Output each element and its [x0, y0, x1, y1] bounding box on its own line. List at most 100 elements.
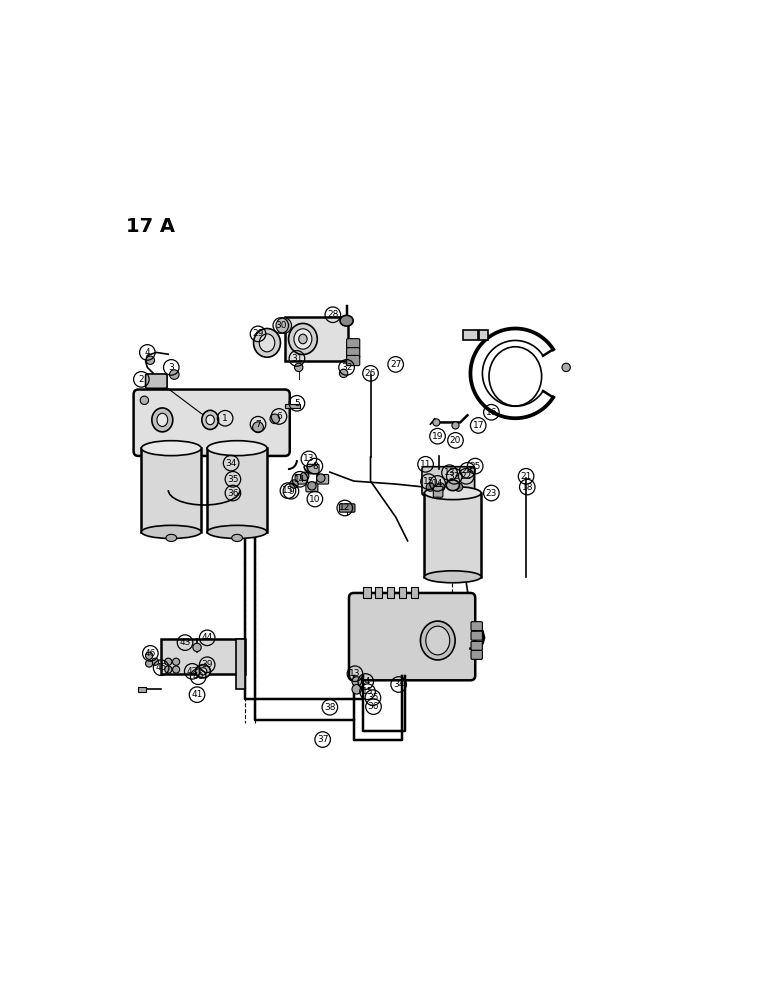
Text: 14: 14 [360, 677, 371, 686]
Text: 39: 39 [201, 660, 213, 669]
Circle shape [308, 482, 316, 490]
Text: 32: 32 [341, 363, 352, 372]
Text: 15: 15 [362, 687, 374, 696]
Bar [479, 330, 489, 340]
FancyBboxPatch shape [317, 474, 329, 484]
FancyBboxPatch shape [471, 650, 482, 659]
Circle shape [352, 677, 361, 686]
Ellipse shape [294, 329, 312, 349]
Bar [141, 448, 201, 532]
Text: 27: 27 [390, 360, 401, 369]
Text: 24: 24 [462, 466, 473, 475]
Text: 6: 6 [276, 412, 282, 421]
Ellipse shape [446, 480, 459, 491]
Circle shape [433, 419, 440, 426]
Ellipse shape [426, 626, 450, 655]
Text: 8: 8 [312, 462, 318, 471]
Text: 30: 30 [275, 321, 286, 330]
Circle shape [295, 363, 303, 372]
Bar [425, 493, 481, 577]
Ellipse shape [207, 441, 267, 456]
Circle shape [452, 422, 459, 429]
Ellipse shape [206, 415, 215, 425]
Text: 35: 35 [367, 693, 378, 702]
Ellipse shape [421, 621, 455, 660]
Text: 15: 15 [423, 477, 435, 486]
Bar [375, 587, 382, 598]
Ellipse shape [195, 665, 211, 678]
Circle shape [164, 666, 172, 673]
FancyBboxPatch shape [340, 504, 355, 512]
Circle shape [436, 483, 445, 491]
Circle shape [454, 483, 462, 491]
FancyBboxPatch shape [349, 593, 476, 680]
Text: 33: 33 [449, 472, 460, 481]
Text: 36: 36 [367, 702, 379, 711]
Text: 37: 37 [317, 735, 328, 744]
Ellipse shape [201, 410, 218, 429]
Circle shape [141, 396, 148, 404]
Ellipse shape [259, 334, 275, 352]
Ellipse shape [157, 413, 168, 426]
Text: 34: 34 [225, 459, 237, 468]
Ellipse shape [199, 668, 207, 675]
Circle shape [172, 658, 180, 665]
Bar [161, 639, 245, 674]
Circle shape [172, 666, 180, 673]
Text: 13: 13 [303, 454, 315, 463]
FancyBboxPatch shape [307, 464, 319, 474]
Ellipse shape [340, 315, 353, 326]
Circle shape [164, 658, 172, 665]
FancyBboxPatch shape [471, 631, 482, 640]
FancyBboxPatch shape [347, 355, 360, 366]
Ellipse shape [425, 571, 481, 583]
Text: 9: 9 [288, 487, 294, 496]
Bar [236, 639, 245, 689]
Text: 42: 42 [187, 667, 198, 676]
Circle shape [151, 658, 159, 665]
Text: 23: 23 [486, 489, 497, 498]
FancyBboxPatch shape [306, 482, 318, 492]
Text: 41: 41 [191, 690, 203, 699]
Ellipse shape [425, 486, 481, 500]
Ellipse shape [141, 525, 201, 539]
Bar [411, 587, 418, 598]
FancyBboxPatch shape [347, 339, 360, 349]
Bar [207, 448, 267, 532]
Circle shape [290, 480, 298, 488]
Text: 29: 29 [252, 329, 264, 338]
Circle shape [300, 472, 309, 480]
Ellipse shape [253, 329, 280, 357]
Text: 45: 45 [155, 663, 167, 672]
Text: 16: 16 [486, 408, 497, 417]
FancyBboxPatch shape [146, 374, 167, 388]
Ellipse shape [299, 334, 307, 344]
Ellipse shape [289, 323, 317, 355]
Circle shape [340, 369, 348, 378]
Circle shape [446, 480, 455, 488]
Circle shape [426, 483, 435, 491]
Circle shape [562, 363, 571, 372]
FancyBboxPatch shape [422, 467, 475, 495]
FancyBboxPatch shape [471, 641, 482, 650]
Circle shape [193, 643, 201, 652]
Text: 17: 17 [472, 421, 484, 430]
Circle shape [276, 318, 292, 333]
Text: 3: 3 [168, 363, 174, 372]
Text: 25: 25 [469, 462, 481, 471]
Text: 2: 2 [138, 375, 144, 384]
Text: 10: 10 [309, 495, 320, 504]
Text: 14: 14 [294, 475, 306, 484]
Bar [399, 587, 406, 598]
Text: 26: 26 [365, 369, 376, 378]
Bar [285, 404, 300, 408]
Circle shape [146, 356, 154, 364]
Circle shape [352, 684, 361, 694]
Ellipse shape [141, 441, 201, 456]
Text: 40: 40 [192, 672, 204, 681]
Text: 5: 5 [294, 399, 300, 408]
Circle shape [146, 660, 153, 667]
Ellipse shape [207, 525, 267, 539]
Text: 20: 20 [450, 436, 461, 445]
Circle shape [170, 370, 179, 379]
